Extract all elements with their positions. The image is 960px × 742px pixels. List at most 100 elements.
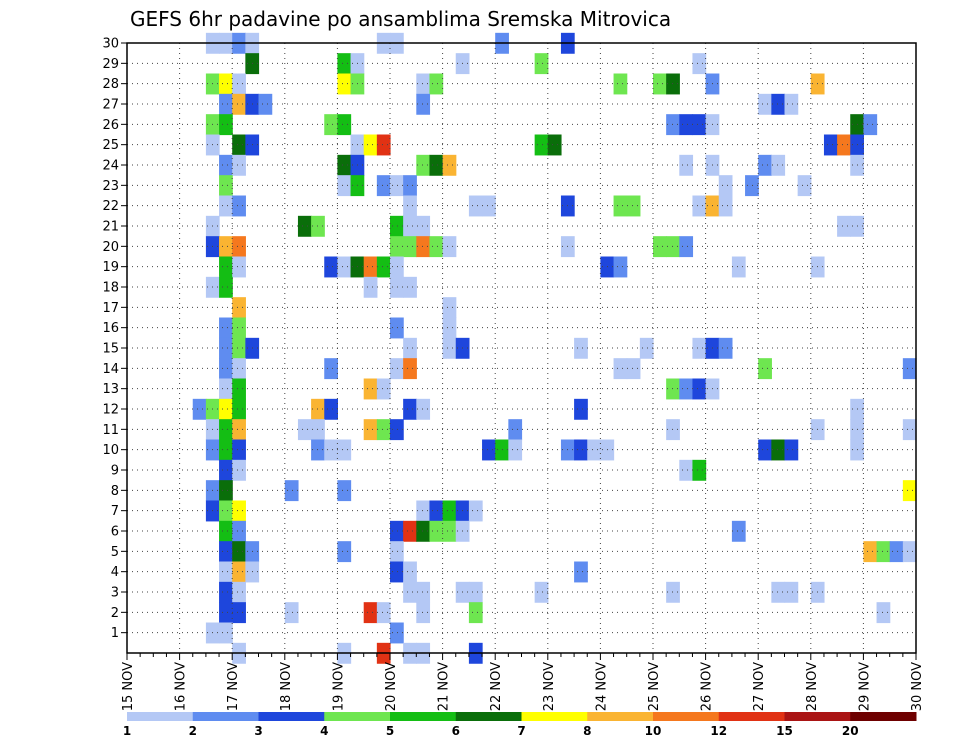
precip-cell <box>219 581 233 603</box>
precip-cell <box>468 500 483 522</box>
x-tick-label: 19 NOV <box>331 662 346 711</box>
precip-cell <box>731 520 746 542</box>
y-tick-label: 17 <box>102 301 119 316</box>
y-tick-label: 8 <box>111 484 119 499</box>
precip-cell <box>324 398 338 420</box>
precip-cell <box>363 134 378 156</box>
precip-cell <box>337 114 352 136</box>
precip-cell <box>297 215 312 237</box>
precip-cell <box>692 195 707 217</box>
x-tick-label: 21 NOV <box>437 662 452 711</box>
precip-cell <box>297 419 312 441</box>
precip-cell <box>219 541 233 563</box>
precip-cell <box>363 378 378 400</box>
precip-cell <box>232 297 246 319</box>
precip-cell <box>219 114 233 136</box>
precip-cell <box>745 175 759 197</box>
precip-cell <box>219 602 233 624</box>
precip-cell <box>902 480 917 502</box>
y-tick-label: 5 <box>111 545 119 560</box>
y-tick-label: 25 <box>102 138 119 153</box>
colorbar-label: 1 <box>123 724 131 738</box>
precip-cell <box>758 93 772 115</box>
precip-cell <box>784 581 799 603</box>
precip-cell <box>376 419 391 441</box>
y-tick-label: 28 <box>102 77 119 92</box>
precip-cell <box>219 154 233 176</box>
precip-cell <box>574 561 588 583</box>
precip-cell <box>363 419 378 441</box>
precip-cell <box>219 520 233 542</box>
precip-cell <box>232 93 246 115</box>
precip-cell <box>863 541 878 563</box>
precip-cell <box>219 480 233 502</box>
precip-cell <box>639 337 654 359</box>
x-tick-label: 16 NOV <box>174 662 189 711</box>
precip-cell <box>442 317 457 339</box>
precip-cell <box>390 256 404 278</box>
precip-cell <box>679 114 694 136</box>
precip-cell <box>324 256 338 278</box>
y-tick-label: 9 <box>111 464 119 479</box>
y-tick-label: 20 <box>102 240 119 255</box>
x-tick-label: 18 NOV <box>279 662 294 711</box>
precip-cell <box>902 541 917 563</box>
precip-cell <box>219 398 233 420</box>
colorbar-label: 20 <box>842 724 859 738</box>
y-tick-label: 21 <box>102 220 119 235</box>
precip-cell <box>390 215 404 237</box>
precip-cell <box>403 337 417 359</box>
colorbar-label: 7 <box>517 724 525 738</box>
precip-cell <box>192 398 207 420</box>
precip-cell <box>823 134 838 156</box>
x-tick-label: 22 NOV <box>489 662 504 711</box>
precip-cell <box>468 602 483 624</box>
precip-cell <box>482 195 496 217</box>
precip-cell <box>876 541 891 563</box>
precip-cell <box>797 175 812 197</box>
precip-cell <box>416 73 431 95</box>
y-tick-label: 10 <box>102 443 119 458</box>
precip-cell <box>390 317 404 339</box>
precip-cell <box>653 236 667 258</box>
precip-cell <box>376 175 391 197</box>
precip-cell <box>416 520 431 542</box>
precip-cell <box>324 439 338 461</box>
precip-cell <box>376 378 391 400</box>
precip-cells <box>192 32 917 664</box>
precip-cell <box>390 175 404 197</box>
precip-cell <box>258 93 273 115</box>
colorbar-swatch <box>718 712 785 721</box>
precip-cell <box>324 114 338 136</box>
colorbar-label: 12 <box>710 724 727 738</box>
y-tick-label: 4 <box>111 565 119 580</box>
precip-cell <box>232 439 246 461</box>
y-tick-label: 14 <box>102 362 119 377</box>
precip-cell <box>613 195 628 217</box>
precip-cell <box>902 358 917 380</box>
colorbar-swatch <box>258 712 325 721</box>
precip-cell <box>337 154 352 176</box>
precip-cell <box>337 439 352 461</box>
precip-cell <box>219 459 233 481</box>
chart-title: GEFS 6hr padavine po ansamblima Sremska … <box>130 7 671 31</box>
y-axis: 1234567891011121314151617181920212223242… <box>102 37 127 641</box>
precip-cell <box>232 541 246 563</box>
precip-cell <box>284 480 299 502</box>
precip-cell <box>692 337 707 359</box>
precip-cell <box>574 439 588 461</box>
precip-cell <box>508 439 523 461</box>
precip-cell <box>219 276 233 298</box>
x-tick-label: 25 NOV <box>647 662 662 711</box>
colorbar-swatch <box>127 712 194 721</box>
precip-cell <box>403 581 417 603</box>
precip-cell <box>390 236 404 258</box>
precip-cell <box>232 73 246 95</box>
colorbar-label: 15 <box>776 724 793 738</box>
precip-cell <box>666 378 680 400</box>
precip-cell <box>416 236 431 258</box>
x-tick-label: 15 NOV <box>121 662 136 711</box>
x-tick-label: 29 NOV <box>857 662 872 711</box>
colorbar-label: 6 <box>452 724 460 738</box>
precip-cell <box>718 175 733 197</box>
